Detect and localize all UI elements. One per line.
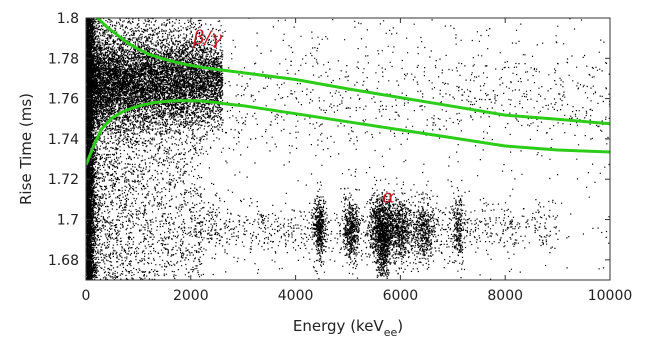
y-axis: 1.68 1.7 1.72 1.74 1.76 1.78 1.8 xyxy=(48,11,610,269)
lower-band-line xyxy=(86,99,610,166)
x-tick-label: 6000 xyxy=(383,288,419,304)
scatter-dots xyxy=(86,18,610,280)
x-tick-label: 0 xyxy=(82,288,91,304)
y-tick-label: 1.72 xyxy=(48,172,79,188)
x-tick-label: 10000 xyxy=(588,288,633,304)
plot-frame xyxy=(85,17,611,281)
y-tick-label: 1.7 xyxy=(57,213,79,229)
y-tick-label: 1.8 xyxy=(57,11,79,27)
alpha-annotation: α xyxy=(382,185,395,207)
y-tick-label: 1.76 xyxy=(48,92,79,108)
x-axis-label: Energy (keVee) xyxy=(293,317,403,339)
x-tick-label: 8000 xyxy=(487,288,523,304)
x-axis: 0 2000 4000 6000 8000 10000 xyxy=(82,18,633,304)
y-tick-label: 1.74 xyxy=(48,132,79,148)
beta-gamma-annotation: β/γ xyxy=(192,27,222,49)
scatter-points xyxy=(86,18,610,280)
x-tick-label: 4000 xyxy=(278,288,314,304)
y-tick-label: 1.78 xyxy=(48,51,79,67)
y-tick-label: 1.68 xyxy=(48,253,79,269)
x-tick-label: 2000 xyxy=(173,288,209,304)
y-axis-label: Rise Time (ms) xyxy=(17,93,35,205)
upper-band-line xyxy=(95,18,610,126)
band-lines xyxy=(86,18,610,166)
